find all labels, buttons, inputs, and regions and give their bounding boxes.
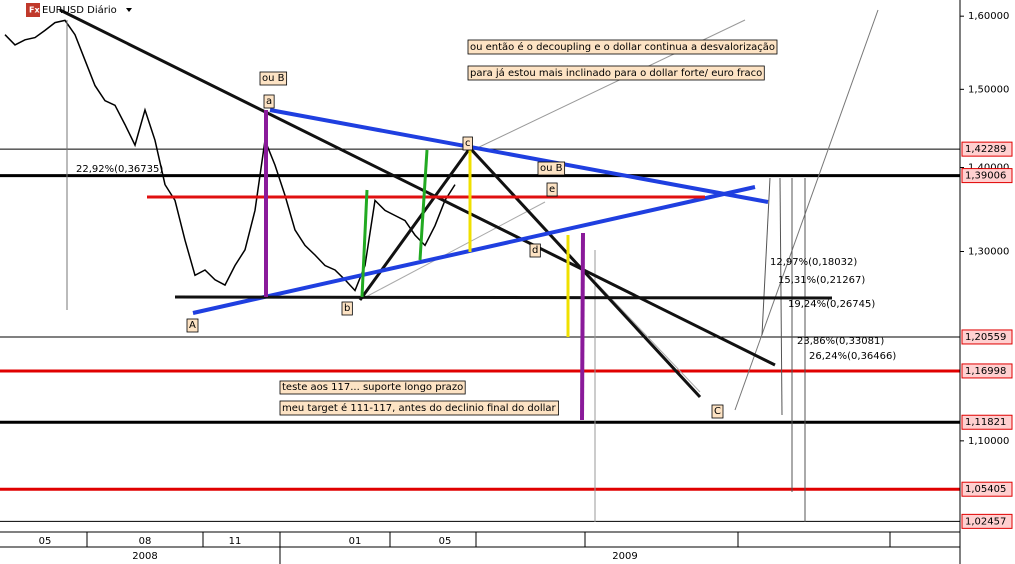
annotations: ou B ou B a b c d e A C ou então é o dec… <box>76 39 896 419</box>
label-box <box>341 301 353 316</box>
label-box <box>467 65 765 81</box>
note: meu target é 111-117, antes do declinio … <box>282 402 557 414</box>
level-label: 1,39006 <box>965 171 1006 182</box>
x-tick-label: 05 <box>439 536 452 547</box>
x-tick-label: 11 <box>229 536 242 547</box>
label-box <box>462 136 473 151</box>
wave-label: c <box>465 138 471 149</box>
price-line <box>4 19 456 292</box>
label-box <box>467 39 778 55</box>
y-tick-label: 1,10000 <box>968 436 1009 447</box>
y-tick-label: 1,50000 <box>968 84 1009 95</box>
label-box <box>546 182 558 197</box>
label-box <box>711 404 724 419</box>
level-label: 1,02457 <box>965 516 1006 527</box>
x-tick-label: 05 <box>39 536 52 547</box>
x-tick-label: 08 <box>139 536 152 547</box>
note: para já estou mais inclinado para o doll… <box>470 67 762 79</box>
level-label-box <box>961 141 1013 157</box>
label-box <box>186 318 199 333</box>
axes: 1,60000 1,50000 1,40000 1,30000 1,10000 1,422… <box>39 11 1013 562</box>
level-label: 1,05405 <box>965 484 1006 495</box>
label-box <box>537 161 566 176</box>
levels <box>0 148 960 522</box>
drawings <box>59 8 879 522</box>
wave-label: b <box>344 303 350 314</box>
level-label-box <box>961 414 1013 430</box>
label-box <box>259 71 288 86</box>
x-tick-label: 01 <box>349 536 362 547</box>
level-label-box <box>961 329 1013 345</box>
fib-label: 26,24%(0,36466) <box>809 351 896 362</box>
fib-label: 19,24%(0,26745) <box>788 299 875 310</box>
x-year-label: 2009 <box>612 551 637 562</box>
wave-label: ou B <box>262 73 285 84</box>
svg-text:Fx: Fx <box>29 6 40 15</box>
wave-label: d <box>532 245 538 256</box>
wave-label: A <box>189 320 196 331</box>
label-box <box>279 400 559 416</box>
level-label: 1,20559 <box>965 332 1006 343</box>
note: teste aos 117... suporte longo prazo <box>282 382 463 393</box>
note: ou então é o decoupling e o dollar conti… <box>470 41 775 53</box>
wave-label: ou B <box>540 163 563 174</box>
y-tick-label: 1,60000 <box>968 11 1009 22</box>
label-box <box>529 243 541 258</box>
wave-label: C <box>714 406 721 417</box>
wave-label: a <box>266 96 272 107</box>
label-box <box>279 380 466 395</box>
x-year-label: 2008 <box>132 551 157 562</box>
level-label-box <box>961 513 1013 529</box>
fib-label: 15,31%(0,21267) <box>778 275 865 286</box>
y-tick-label: 1,30000 <box>968 247 1009 258</box>
level-label: 1,11821 <box>965 417 1006 428</box>
fib-label: 23,86%(0,33081) <box>797 336 884 347</box>
level-label-box <box>961 168 1013 184</box>
price <box>4 19 456 292</box>
wave-label: e <box>549 184 555 195</box>
chart-title: EURUSD Diário <box>42 4 117 16</box>
fib-label: 22,92%(0,36735) <box>76 164 163 175</box>
level-label-box <box>961 363 1013 379</box>
level-label-box <box>961 481 1013 497</box>
fib-label: 12,97%(0,18032) <box>770 257 857 268</box>
label-box <box>263 94 275 109</box>
y-tick-label: 1,40000 <box>968 163 1009 174</box>
level-label: 1,42289 <box>965 144 1006 155</box>
level-label: 1,16998 <box>965 366 1006 377</box>
